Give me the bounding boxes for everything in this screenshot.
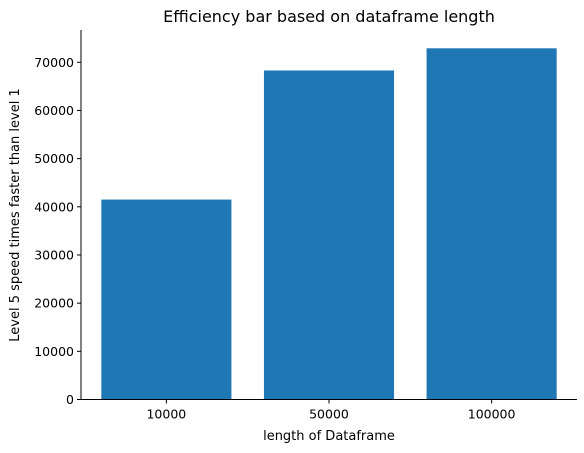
chart-title: Efficiency bar based on dataframe length (163, 7, 495, 26)
y-tick-label: 70000 (34, 55, 74, 70)
x-tick-label: 50000 (309, 407, 349, 422)
y-axis-label: Level 5 speed times faster than level 1 (8, 88, 23, 341)
y-tick-label: 20000 (34, 296, 74, 311)
bar-50000 (264, 70, 394, 399)
x-tick-label: 10000 (146, 407, 186, 422)
bar-100000 (427, 48, 557, 399)
y-tick-label: 10000 (34, 344, 74, 359)
x-tick-label: 100000 (468, 407, 516, 422)
y-tick-label: 60000 (34, 103, 74, 118)
y-tick-label: 0 (66, 392, 74, 407)
y-tick-label: 30000 (34, 247, 74, 262)
y-tick-label: 50000 (34, 151, 74, 166)
y-axis-ticks: 0 10000 20000 30000 40000 50000 60000 70000 (34, 55, 81, 407)
x-axis-ticks: 10000 50000 100000 (146, 400, 515, 422)
bars-group (101, 48, 556, 399)
y-tick-label: 40000 (34, 199, 74, 214)
bar-10000 (101, 200, 231, 400)
x-axis-label: length of Dataframe (263, 429, 395, 444)
